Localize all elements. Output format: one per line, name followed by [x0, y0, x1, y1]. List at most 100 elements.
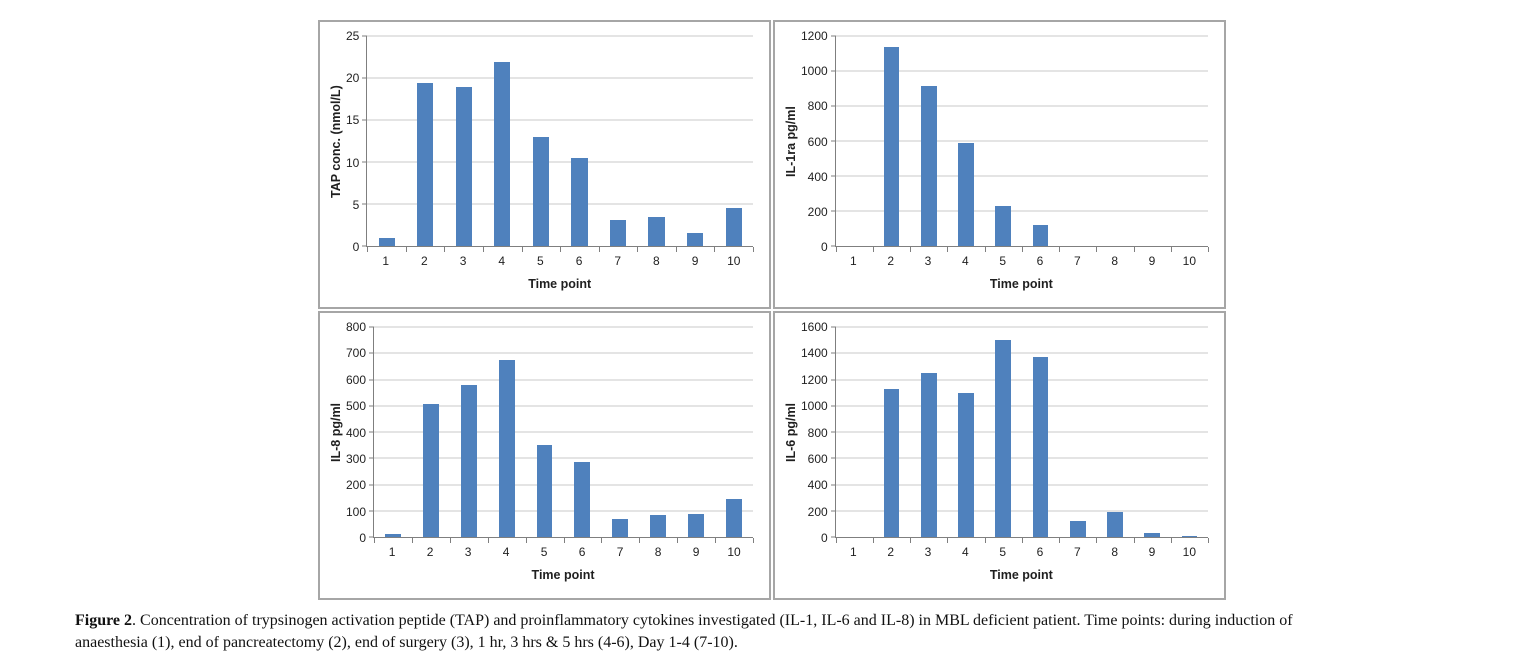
x-tick-label: 4: [962, 545, 969, 559]
y-tick-mark: [362, 161, 368, 163]
x-tick-mark: [872, 247, 874, 252]
x-tick-label: 2: [421, 254, 428, 268]
gridline: [835, 70, 1208, 72]
plot-area: [362, 35, 754, 252]
bar-timepoint-8: [1107, 512, 1123, 537]
x-tick-mark: [525, 538, 527, 543]
x-tick-mark: [714, 247, 716, 252]
x-tick-label: 5: [999, 254, 1007, 268]
x-tick-mark: [637, 247, 639, 252]
bar-slot: [676, 36, 715, 246]
x-axis-tick-labels: 1 2 3 4 5 6 7 8 9 10: [835, 247, 1208, 277]
gridline: [835, 35, 1208, 37]
y-tick-mark: [830, 210, 836, 212]
y-tick-label: 200: [807, 204, 828, 219]
gridline: [374, 352, 753, 354]
y-tick-label: 200: [807, 504, 828, 519]
y-tick-mark: [362, 119, 368, 121]
x-axis-tick-labels: 1 2 3 4 5 6 7 8 9 10: [373, 538, 753, 568]
x-tick-mark: [1133, 247, 1135, 252]
x-axis-title: Time point: [531, 568, 595, 582]
bar-slot: [1022, 327, 1059, 537]
chart-panel-il6: IL-6 pg/ml 1600 0 200 400 600 800 1000 1200 1400…: [773, 311, 1226, 600]
y-tick-label: 1200: [801, 372, 828, 387]
bar-timepoint-3: [920, 85, 937, 246]
x-tick-mark: [1059, 538, 1061, 543]
y-tick-label: 100: [346, 504, 367, 519]
x-tick-mark: [910, 538, 912, 543]
bar-timepoint-4: [498, 359, 515, 537]
bar-timepoint-6: [1032, 357, 1049, 537]
x-tick-mark: [675, 247, 677, 252]
gridline: [835, 379, 1208, 380]
bar-slot: [1096, 36, 1133, 246]
x-tick-label: 3: [464, 545, 472, 559]
x-tick-mark: [449, 538, 451, 543]
bar-timepoint-10: [725, 208, 742, 246]
caption-text-2: anaesthesia (1), end of pancreatectomy (…: [75, 634, 738, 651]
x-tick-mark: [374, 538, 376, 543]
bar-slot: [910, 327, 947, 537]
y-tick-label: 10: [346, 155, 360, 170]
bar-timepoint-1: [385, 534, 401, 537]
plot-area: [830, 326, 1209, 543]
x-axis-tick-labels: 1 2 3 4 5 6 7 8 9 10: [835, 538, 1208, 568]
bar-timepoint-4: [958, 142, 974, 246]
bar-timepoint-1: [378, 237, 395, 246]
y-tick-mark: [362, 77, 368, 79]
y-tick-mark: [362, 203, 368, 205]
y-axis-title: IL-8 pg/ml: [329, 402, 343, 463]
figure-caption: Figure 2. Concentration of trypsinogen a…: [75, 610, 1479, 654]
y-tick-label: 700: [346, 346, 367, 361]
y-tick-label: 1000: [801, 399, 828, 414]
y-tick-mark: [830, 70, 836, 72]
y-tick-mark: [830, 175, 836, 177]
gridline: [835, 431, 1208, 433]
caption-line-1: Figure 2. Concentration of trypsinogen a…: [75, 610, 1479, 632]
y-tick-mark: [369, 536, 375, 538]
x-tick-mark: [598, 247, 600, 252]
bar-timepoint-10: [1181, 535, 1198, 537]
x-tick-mark: [677, 538, 679, 543]
y-tick-mark: [369, 405, 375, 407]
bar-slot: [563, 327, 601, 537]
x-tick-label: 8: [1111, 254, 1118, 268]
x-tick-label: 8: [653, 254, 660, 268]
bar-timepoint-5: [995, 340, 1012, 537]
y-axis-title: IL-6 pg/ml: [784, 402, 798, 463]
x-tick-label: 6: [575, 254, 583, 268]
x-axis-title: Time point: [989, 568, 1053, 582]
bar-slot: [367, 36, 406, 246]
x-axis-title: Time point: [989, 277, 1053, 291]
gridline: [374, 457, 753, 459]
x-tick-label: 1: [382, 254, 390, 268]
chart-panel-il8: IL-8 pg/ml 8000100200300400500600700800 …: [318, 311, 771, 600]
bar-timepoint-8: [648, 217, 665, 246]
bar-slot: [639, 327, 677, 537]
bar-slot: [601, 327, 639, 537]
y-axis-tick-labels: 160002004006008001000120014001600: [801, 321, 835, 544]
x-tick-label: 7: [1073, 254, 1081, 268]
gridline: [374, 431, 753, 433]
bar-slot: [715, 327, 753, 537]
x-tick-label: 2: [426, 545, 434, 559]
bar-slot: [526, 327, 564, 537]
y-tick-label: 200: [346, 478, 367, 493]
x-tick-mark: [1208, 247, 1209, 252]
x-tick-label: 8: [654, 545, 662, 559]
bar-slot: [947, 327, 984, 537]
y-tick-mark: [369, 510, 375, 512]
x-tick-label: 1: [850, 254, 857, 268]
bar-slot: [985, 327, 1022, 537]
y-axis-tick-labels: 250510152025: [346, 30, 366, 253]
gridline: [374, 484, 753, 485]
gridline: [367, 35, 753, 37]
bar-timepoint-2: [883, 389, 900, 537]
y-tick-mark: [830, 536, 836, 538]
x-tick-mark: [601, 538, 603, 543]
bar-slot: [406, 36, 445, 246]
plot-area: [830, 35, 1209, 252]
x-tick-label: 6: [578, 545, 586, 559]
caption-text-1: . Concentration of trypsinogen activatio…: [132, 612, 1293, 629]
x-tick-mark: [872, 538, 874, 543]
